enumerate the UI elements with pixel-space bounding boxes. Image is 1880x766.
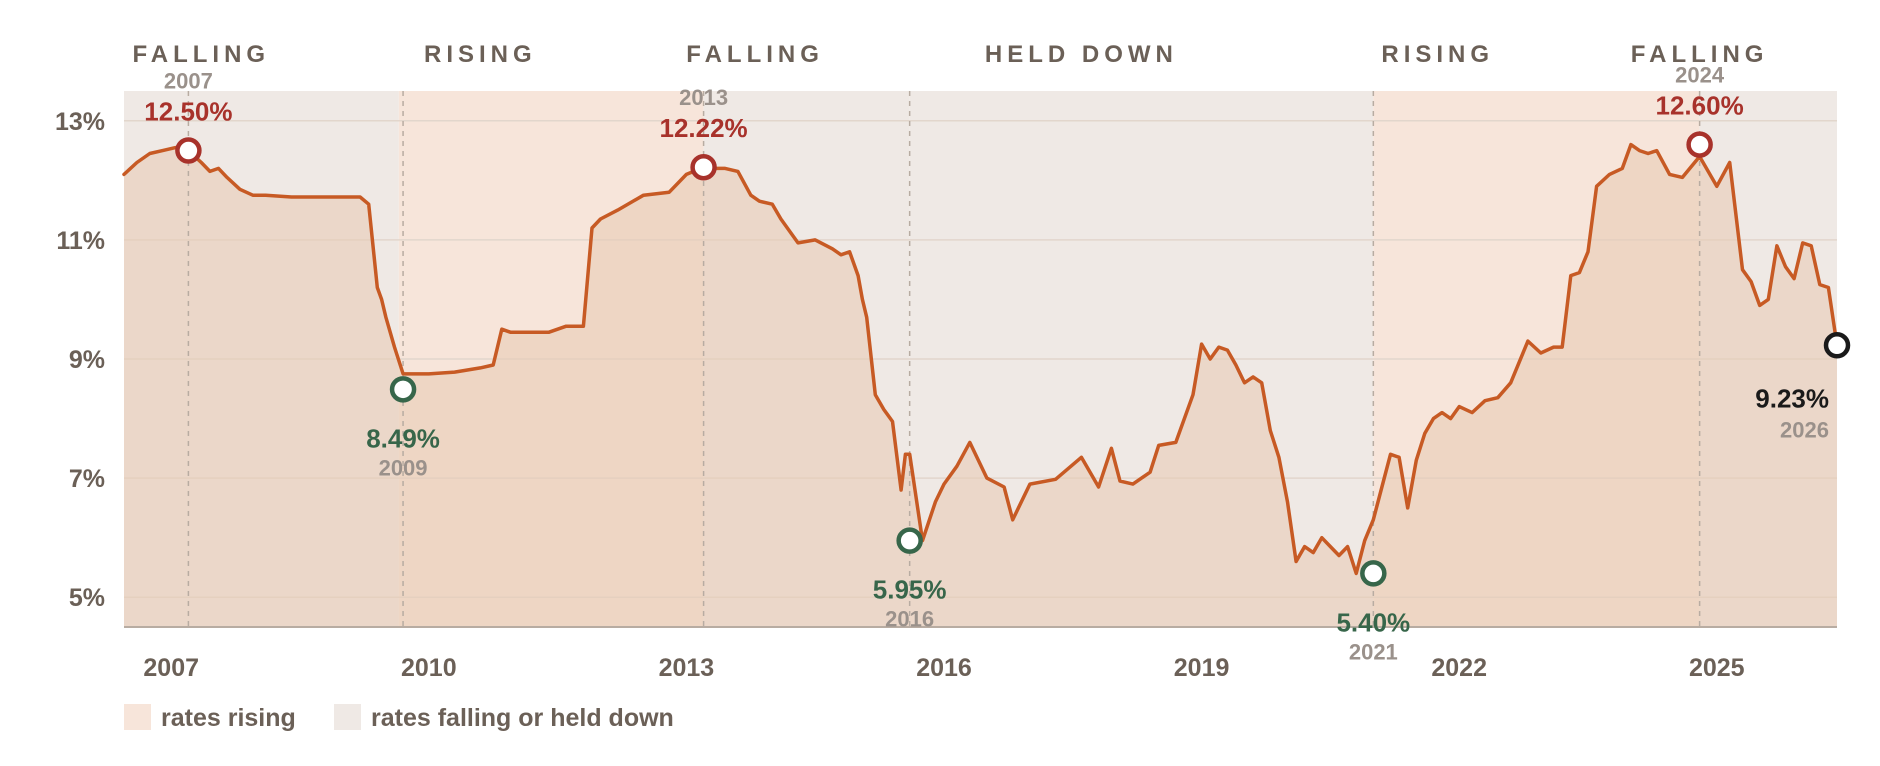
trough-marker bbox=[1360, 560, 1387, 587]
peak-value-label: 12.50% bbox=[144, 97, 232, 127]
x-axis: 2007 2010 2013 2016 2019 2022 2025 bbox=[124, 626, 1837, 682]
trough-value-label: 8.49% bbox=[366, 423, 440, 453]
phase-label: FALLING bbox=[686, 41, 824, 68]
phase-label: FALLING bbox=[1631, 41, 1769, 68]
x-tick-label: 2007 bbox=[143, 654, 199, 682]
trough-year-label: 2021 bbox=[1349, 639, 1398, 664]
trough-marker bbox=[896, 527, 923, 554]
peak-value-label: 12.60% bbox=[1656, 91, 1744, 121]
peak-marker bbox=[175, 137, 202, 164]
peak-year-label: 2013 bbox=[679, 85, 728, 110]
trough-year-label: 2009 bbox=[379, 455, 428, 480]
phase-labels: FALLING RISING FALLING HELD DOWN RISING FALLI… bbox=[132, 41, 1769, 68]
legend: rates rising rates falling or held down bbox=[124, 704, 674, 732]
phase-label: FALLING bbox=[132, 41, 270, 68]
x-tick-label: 2016 bbox=[916, 654, 972, 682]
phase-label: RISING bbox=[424, 41, 537, 68]
y-tick-label: 11% bbox=[56, 227, 105, 255]
trough-year-label: 2016 bbox=[885, 607, 934, 632]
peak-year-label: 2024 bbox=[1675, 63, 1725, 88]
peak-marker bbox=[690, 153, 717, 181]
latest-year-label: 2026 bbox=[1780, 417, 1829, 442]
x-tick-label: 2025 bbox=[1689, 654, 1745, 682]
y-tick-label: 7% bbox=[69, 465, 105, 493]
x-tick-label: 2013 bbox=[659, 654, 715, 682]
legend-swatch bbox=[334, 704, 361, 730]
x-tick-label: 2022 bbox=[1431, 654, 1487, 682]
rate-line bbox=[122, 142, 1839, 576]
peak-marker bbox=[1686, 131, 1713, 158]
annotations: 12.50% 2007 8.49%2009 12.22% 2013 5.95%2016 5.… bbox=[144, 63, 1851, 664]
latest-value-label: 9.23% bbox=[1755, 383, 1829, 413]
phase-label: RISING bbox=[1381, 41, 1494, 68]
y-axis: 5% 7% 9% 11% 13% bbox=[55, 108, 105, 612]
y-tick-label: 9% bbox=[69, 346, 105, 374]
x-tick-label: 2010 bbox=[401, 654, 457, 682]
legend-label: rates rising bbox=[161, 704, 296, 732]
y-tick-label: 13% bbox=[55, 108, 105, 136]
trough-value-label: 5.40% bbox=[1336, 607, 1410, 637]
trough-marker bbox=[389, 376, 417, 403]
trough-value-label: 5.95% bbox=[873, 575, 947, 605]
legend-label: rates falling or held down bbox=[371, 704, 674, 732]
phase-label: HELD DOWN bbox=[985, 41, 1178, 68]
x-tick-label: 2019 bbox=[1174, 654, 1230, 682]
y-tick-label: 5% bbox=[69, 584, 105, 612]
rate-series-line bbox=[122, 142, 1839, 576]
peak-value-label: 12.22% bbox=[659, 113, 747, 143]
peak-year-label: 2007 bbox=[164, 69, 213, 94]
legend-swatch bbox=[124, 704, 151, 730]
latest-marker bbox=[1823, 332, 1851, 359]
